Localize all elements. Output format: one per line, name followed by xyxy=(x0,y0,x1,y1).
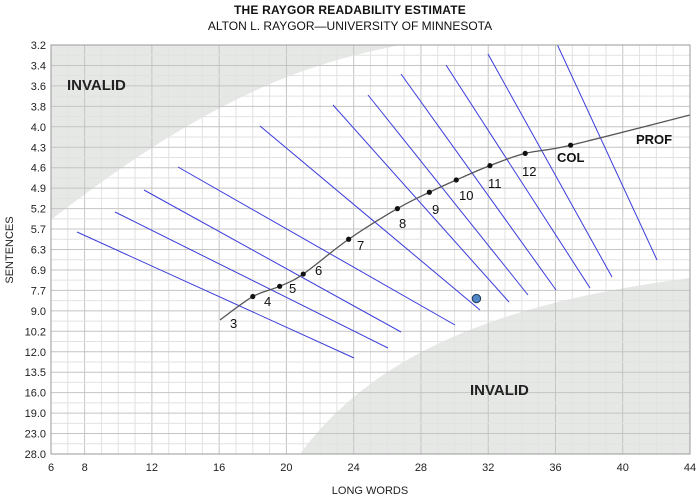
y-tick-labels: 3.2 3.4 3.6 3.8 4.0 4.3 4.6 4.9 5.2 5.7 6.3 6.9 7.7 9… xyxy=(25,40,46,461)
sample-point xyxy=(471,293,482,304)
x-tick-label: 12 xyxy=(146,462,158,474)
grade-boundary-line xyxy=(367,94,529,296)
y-tick-label: 12.0 xyxy=(25,347,46,359)
y-tick-label: 3.8 xyxy=(31,101,46,113)
grade-point xyxy=(522,150,528,156)
y-tick-label: 3.2 xyxy=(31,40,46,52)
grade-boundary-line xyxy=(332,104,510,303)
x-tick-label: 16 xyxy=(213,462,225,474)
y-axis-label: SENTENCES xyxy=(4,216,16,283)
grade-curve-dots xyxy=(250,142,574,300)
x-tick-label: 8 xyxy=(82,462,88,474)
grade-point xyxy=(453,177,459,183)
invalid-label-top: INVALID xyxy=(67,77,126,94)
grade-label-10: 10 xyxy=(459,188,473,203)
grade-label-9: 9 xyxy=(432,202,439,217)
grade-boundary-line xyxy=(114,211,389,349)
x-tick-label: 28 xyxy=(415,462,427,474)
x-tick-label: 6 xyxy=(48,462,54,474)
y-tick-label: 5.2 xyxy=(31,204,46,216)
plot-border xyxy=(50,44,691,455)
chart-title: THE RAYGOR READABILITY ESTIMATE xyxy=(234,3,466,17)
x-tick-label: 40 xyxy=(617,462,629,474)
x-tick-label: 36 xyxy=(549,462,561,474)
grade-boundary-line xyxy=(259,125,481,311)
grade-label-5: 5 xyxy=(289,281,296,296)
y-tick-label: 5.7 xyxy=(31,224,46,236)
x-axis-label: LONG WORDS xyxy=(332,485,408,497)
y-tick-label: 10.2 xyxy=(25,326,46,338)
grade-boundary-line xyxy=(143,189,402,333)
x-tick-label: 20 xyxy=(280,462,292,474)
y-tick-label: 6.3 xyxy=(31,245,46,257)
y-tick-label: 3.6 xyxy=(31,81,46,93)
grade-boundary-line xyxy=(76,231,355,359)
grade-boundary-line xyxy=(445,64,591,289)
grade-lines xyxy=(76,45,658,359)
grade-point xyxy=(346,236,352,242)
invalid-region-bottom xyxy=(300,278,690,454)
grade-point xyxy=(568,142,574,148)
grade-point xyxy=(487,163,493,169)
grade-boundary-line xyxy=(177,166,456,326)
grade-boundary-line xyxy=(556,45,658,261)
grade-label-8: 8 xyxy=(399,216,406,231)
grade-point xyxy=(426,189,432,195)
y-tick-label: 3.4 xyxy=(31,60,46,72)
x-tick-labels: 6 8 12 16 20 24 28 32 36 40 44 xyxy=(48,462,696,474)
chart-subtitle: ALTON L. RAYGOR—UNIVERSITY OF MINNESOTA xyxy=(207,19,493,33)
grade-boundary-line xyxy=(487,53,613,278)
grade-point xyxy=(277,283,283,289)
y-tick-label: 16.0 xyxy=(25,388,46,400)
invalid-label-bottom: INVALID xyxy=(470,382,529,399)
grade-point xyxy=(300,271,306,277)
grade-label-3: 3 xyxy=(230,316,237,331)
grade-level-labels: 3 4 5 6 7 8 9 10 11 12 COL PROF xyxy=(230,132,672,331)
y-tick-label: 4.9 xyxy=(31,183,46,195)
invalid-region-top xyxy=(51,45,400,220)
y-tick-label: 6.9 xyxy=(31,265,46,277)
y-tick-label: 4.6 xyxy=(31,163,46,175)
y-tick-label: 28.0 xyxy=(25,449,46,461)
y-tick-label: 9.0 xyxy=(31,306,46,318)
y-tick-label: 4.0 xyxy=(31,122,46,134)
grade-label-7: 7 xyxy=(357,238,364,253)
x-tick-label: 24 xyxy=(348,462,360,474)
y-tick-label: 13.5 xyxy=(25,367,46,379)
grade-label-11: 11 xyxy=(488,176,502,191)
y-tick-label: 7.7 xyxy=(31,285,46,297)
grade-label-4: 4 xyxy=(264,294,271,309)
grade-point xyxy=(250,293,256,300)
grade-label-12: 12 xyxy=(522,164,536,179)
grade-point xyxy=(394,206,401,212)
grade-label-col: COL xyxy=(557,150,585,165)
x-tick-label: 44 xyxy=(684,462,696,474)
x-tick-label: 32 xyxy=(482,462,494,474)
grade-label-6: 6 xyxy=(315,263,322,278)
y-tick-label: 4.3 xyxy=(31,142,46,154)
grade-label-prof: PROF xyxy=(636,132,672,147)
grade-boundary-line xyxy=(400,73,557,291)
grid xyxy=(51,45,690,454)
y-tick-label: 19.0 xyxy=(25,408,46,420)
y-tick-label: 23.0 xyxy=(25,429,46,441)
